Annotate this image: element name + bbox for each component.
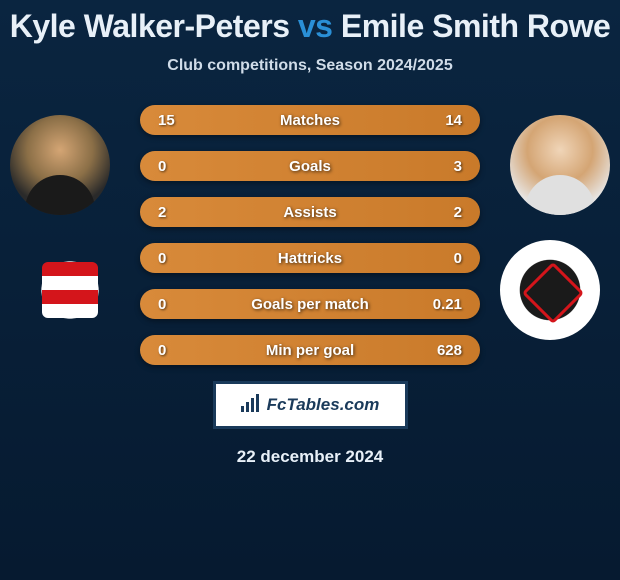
stat-label: Hattricks bbox=[278, 250, 342, 267]
stat-row-min-per-goal: 0 Min per goal 628 bbox=[140, 335, 480, 365]
brand-text: FcTables.com bbox=[267, 395, 380, 415]
stat-left-value: 0 bbox=[158, 296, 188, 313]
stat-row-assists: 2 Assists 2 bbox=[140, 197, 480, 227]
player2-name: Emile Smith Rowe bbox=[341, 8, 610, 44]
stat-label: Matches bbox=[280, 112, 340, 129]
stat-left-value: 0 bbox=[158, 342, 188, 359]
stat-right-value: 0 bbox=[432, 250, 462, 267]
stat-row-matches: 15 Matches 14 bbox=[140, 105, 480, 135]
player1-name: Kyle Walker-Peters bbox=[10, 8, 290, 44]
stat-left-value: 0 bbox=[158, 250, 188, 267]
comparison-title: Kyle Walker-Peters vs Emile Smith Rowe bbox=[0, 0, 620, 45]
stat-left-value: 2 bbox=[158, 204, 188, 221]
comparison-content: 15 Matches 14 0 Goals 3 2 Assists 2 0 Ha… bbox=[0, 105, 620, 467]
stat-right-value: 0.21 bbox=[432, 296, 462, 313]
vs-separator: vs bbox=[298, 8, 333, 44]
stat-right-value: 2 bbox=[432, 204, 462, 221]
chart-icon bbox=[241, 394, 261, 417]
stat-right-value: 628 bbox=[432, 342, 462, 359]
stat-right-value: 3 bbox=[432, 158, 462, 175]
stat-label: Goals per match bbox=[251, 296, 369, 313]
stat-label: Assists bbox=[283, 204, 336, 221]
stat-label: Min per goal bbox=[266, 342, 354, 359]
season-subtitle: Club competitions, Season 2024/2025 bbox=[0, 57, 620, 75]
brand-watermark: FcTables.com bbox=[213, 381, 408, 429]
stat-row-goals-per-match: 0 Goals per match 0.21 bbox=[140, 289, 480, 319]
player1-avatar bbox=[10, 115, 110, 215]
stat-left-value: 15 bbox=[158, 112, 188, 129]
club2-badge-icon bbox=[500, 240, 600, 340]
club1-badge-icon bbox=[20, 240, 120, 340]
stats-container: 15 Matches 14 0 Goals 3 2 Assists 2 0 Ha… bbox=[140, 105, 480, 365]
stat-left-value: 0 bbox=[158, 158, 188, 175]
stat-row-goals: 0 Goals 3 bbox=[140, 151, 480, 181]
stat-label: Goals bbox=[289, 158, 331, 175]
player2-avatar bbox=[510, 115, 610, 215]
comparison-date: 22 december 2024 bbox=[20, 447, 600, 467]
stat-row-hattricks: 0 Hattricks 0 bbox=[140, 243, 480, 273]
stat-right-value: 14 bbox=[432, 112, 462, 129]
